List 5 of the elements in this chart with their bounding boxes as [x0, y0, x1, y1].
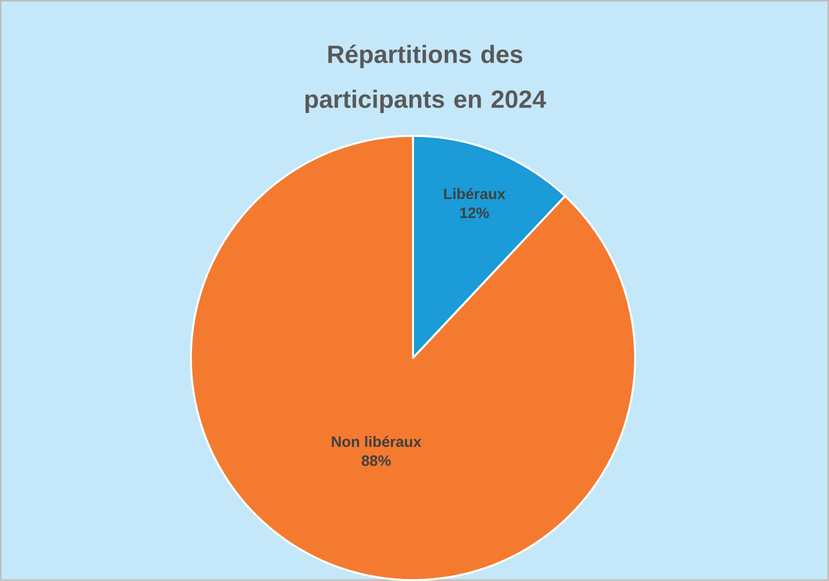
- data-label: 88%: [362, 455, 391, 466]
- slice-label: Libéraux: [444, 188, 506, 200]
- data-label: 12%: [460, 207, 489, 218]
- chart-title: Répartitions des participants en 2024: [305, 44, 546, 113]
- slice-label: Non libéraux: [332, 436, 422, 447]
